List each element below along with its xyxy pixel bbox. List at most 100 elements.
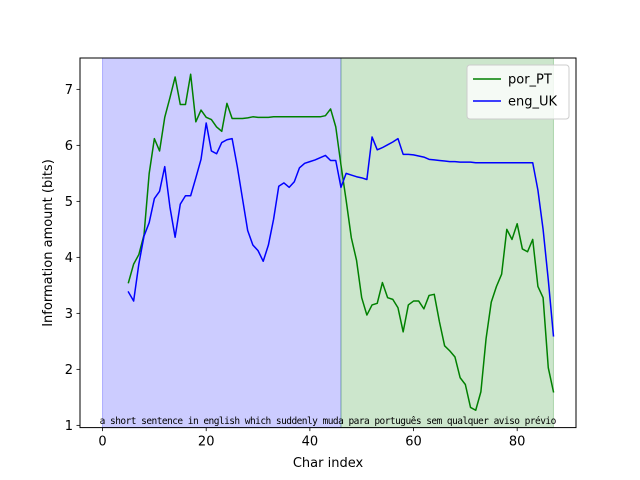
sentence-char: h bbox=[250, 416, 256, 427]
sentence-char: ê bbox=[411, 416, 417, 427]
y-axis: 1 2 3 4 5 6 7 bbox=[65, 83, 80, 434]
sentence-char: a bbox=[100, 416, 106, 427]
y-axis-label: Information amount (bits) bbox=[41, 159, 56, 327]
x-axis: 0 20 40 60 80 bbox=[98, 427, 526, 450]
x-tick-label: 80 bbox=[509, 435, 526, 450]
sentence-char: p bbox=[525, 416, 531, 427]
sentence-char: g bbox=[400, 416, 406, 427]
sentence-char: s bbox=[426, 416, 432, 427]
sentence-char: m bbox=[437, 416, 443, 427]
sentence-char: e bbox=[162, 416, 168, 427]
sentence-char: u bbox=[281, 416, 287, 427]
sentence-char: d bbox=[333, 416, 339, 427]
sentence-char: a bbox=[364, 416, 370, 427]
sentence-char: i bbox=[188, 416, 194, 427]
sentence-char: w bbox=[245, 416, 251, 427]
legend-label: por_PT bbox=[508, 73, 552, 88]
x-tick-label: 60 bbox=[405, 435, 422, 450]
sentence-char: a bbox=[354, 416, 360, 427]
sentence-char: r bbox=[359, 416, 365, 427]
sentence-char: n bbox=[167, 416, 173, 427]
sentence-char: n bbox=[302, 416, 308, 427]
sentence-char: d bbox=[286, 416, 292, 427]
sentence-char: i bbox=[545, 416, 551, 427]
sentence-char: t bbox=[390, 416, 396, 427]
sentence-char: v bbox=[540, 416, 546, 427]
sentence-char: a bbox=[494, 416, 500, 427]
sentence-char: n bbox=[193, 416, 199, 427]
sentence-char: i bbox=[255, 416, 261, 427]
sentence-char: s bbox=[416, 416, 422, 427]
sentence-char: m bbox=[323, 416, 329, 427]
sentence-char: d bbox=[291, 416, 297, 427]
sentence-char: u bbox=[452, 416, 458, 427]
sentence-char: s bbox=[509, 416, 515, 427]
region-0 bbox=[102, 57, 342, 429]
sentence-char: u bbox=[328, 416, 334, 427]
plot-frame bbox=[79, 57, 577, 429]
sentence-char: t bbox=[131, 416, 137, 427]
sentence-char: v bbox=[499, 416, 505, 427]
sentence-char: e bbox=[297, 416, 303, 427]
sentence-char: n bbox=[209, 416, 215, 427]
series-layer bbox=[127, 73, 555, 411]
series-line-0 bbox=[127, 73, 555, 411]
sentence-char: t bbox=[157, 416, 163, 427]
sentence-char: p bbox=[348, 416, 354, 427]
sentence-char: n bbox=[152, 416, 158, 427]
y-tick-label: 1 bbox=[65, 419, 73, 434]
sentence-char: q bbox=[447, 416, 453, 427]
sentence-char: c bbox=[172, 416, 178, 427]
sentence-char: s bbox=[141, 416, 147, 427]
sentence-char: l bbox=[462, 416, 468, 427]
sentence-char: o bbox=[551, 416, 557, 427]
sentence-char: o bbox=[120, 416, 126, 427]
sentence-char: s bbox=[110, 416, 116, 427]
sentence-char: r bbox=[126, 416, 132, 427]
y-tick-label: 2 bbox=[65, 363, 73, 378]
sentence-char: i bbox=[224, 416, 230, 427]
sentence-char: y bbox=[312, 416, 318, 427]
sentence-char: u bbox=[395, 416, 401, 427]
sentence-char: p bbox=[374, 416, 380, 427]
sentence-char: h bbox=[115, 416, 121, 427]
series-line-1 bbox=[127, 122, 555, 337]
sentence-char: e bbox=[431, 416, 437, 427]
y-tick-label: 4 bbox=[65, 251, 73, 266]
sentence-char: h bbox=[266, 416, 272, 427]
sentence-char: u bbox=[405, 416, 411, 427]
sentence-char: l bbox=[307, 416, 313, 427]
x-tick-label: 20 bbox=[198, 435, 215, 450]
sentence-char: s bbox=[229, 416, 235, 427]
sentence-char: o bbox=[514, 416, 520, 427]
sentence-char: s bbox=[276, 416, 282, 427]
x-tick-label: 40 bbox=[302, 435, 319, 450]
sentence-char: e bbox=[203, 416, 209, 427]
sentence-char: l bbox=[219, 416, 225, 427]
legend-label: eng_UK bbox=[508, 95, 558, 110]
sentence-char: r bbox=[483, 416, 489, 427]
sentence-char: r bbox=[385, 416, 391, 427]
x-tick-label: 0 bbox=[98, 435, 106, 450]
sentence-char: a bbox=[457, 416, 463, 427]
sentence-char: é bbox=[535, 416, 541, 427]
sentence-char: r bbox=[530, 416, 536, 427]
sentence-char: i bbox=[504, 416, 510, 427]
sentence-char: o bbox=[380, 416, 386, 427]
sentence-char: e bbox=[177, 416, 183, 427]
y-tick-label: 7 bbox=[65, 83, 73, 98]
sentence-char: h bbox=[234, 416, 240, 427]
sentence-char: u bbox=[473, 416, 479, 427]
x-axis-label: Char index bbox=[293, 456, 364, 471]
y-tick-label: 3 bbox=[65, 307, 73, 322]
y-tick-label: 6 bbox=[65, 139, 73, 154]
sentence-char: a bbox=[338, 416, 344, 427]
sentence-char: e bbox=[146, 416, 152, 427]
legend: por_PT eng_UK bbox=[466, 64, 570, 120]
sentence-char: c bbox=[260, 416, 266, 427]
sentence-char: q bbox=[468, 416, 474, 427]
y-tick-label: 5 bbox=[65, 195, 73, 210]
region-layer bbox=[102, 57, 554, 429]
